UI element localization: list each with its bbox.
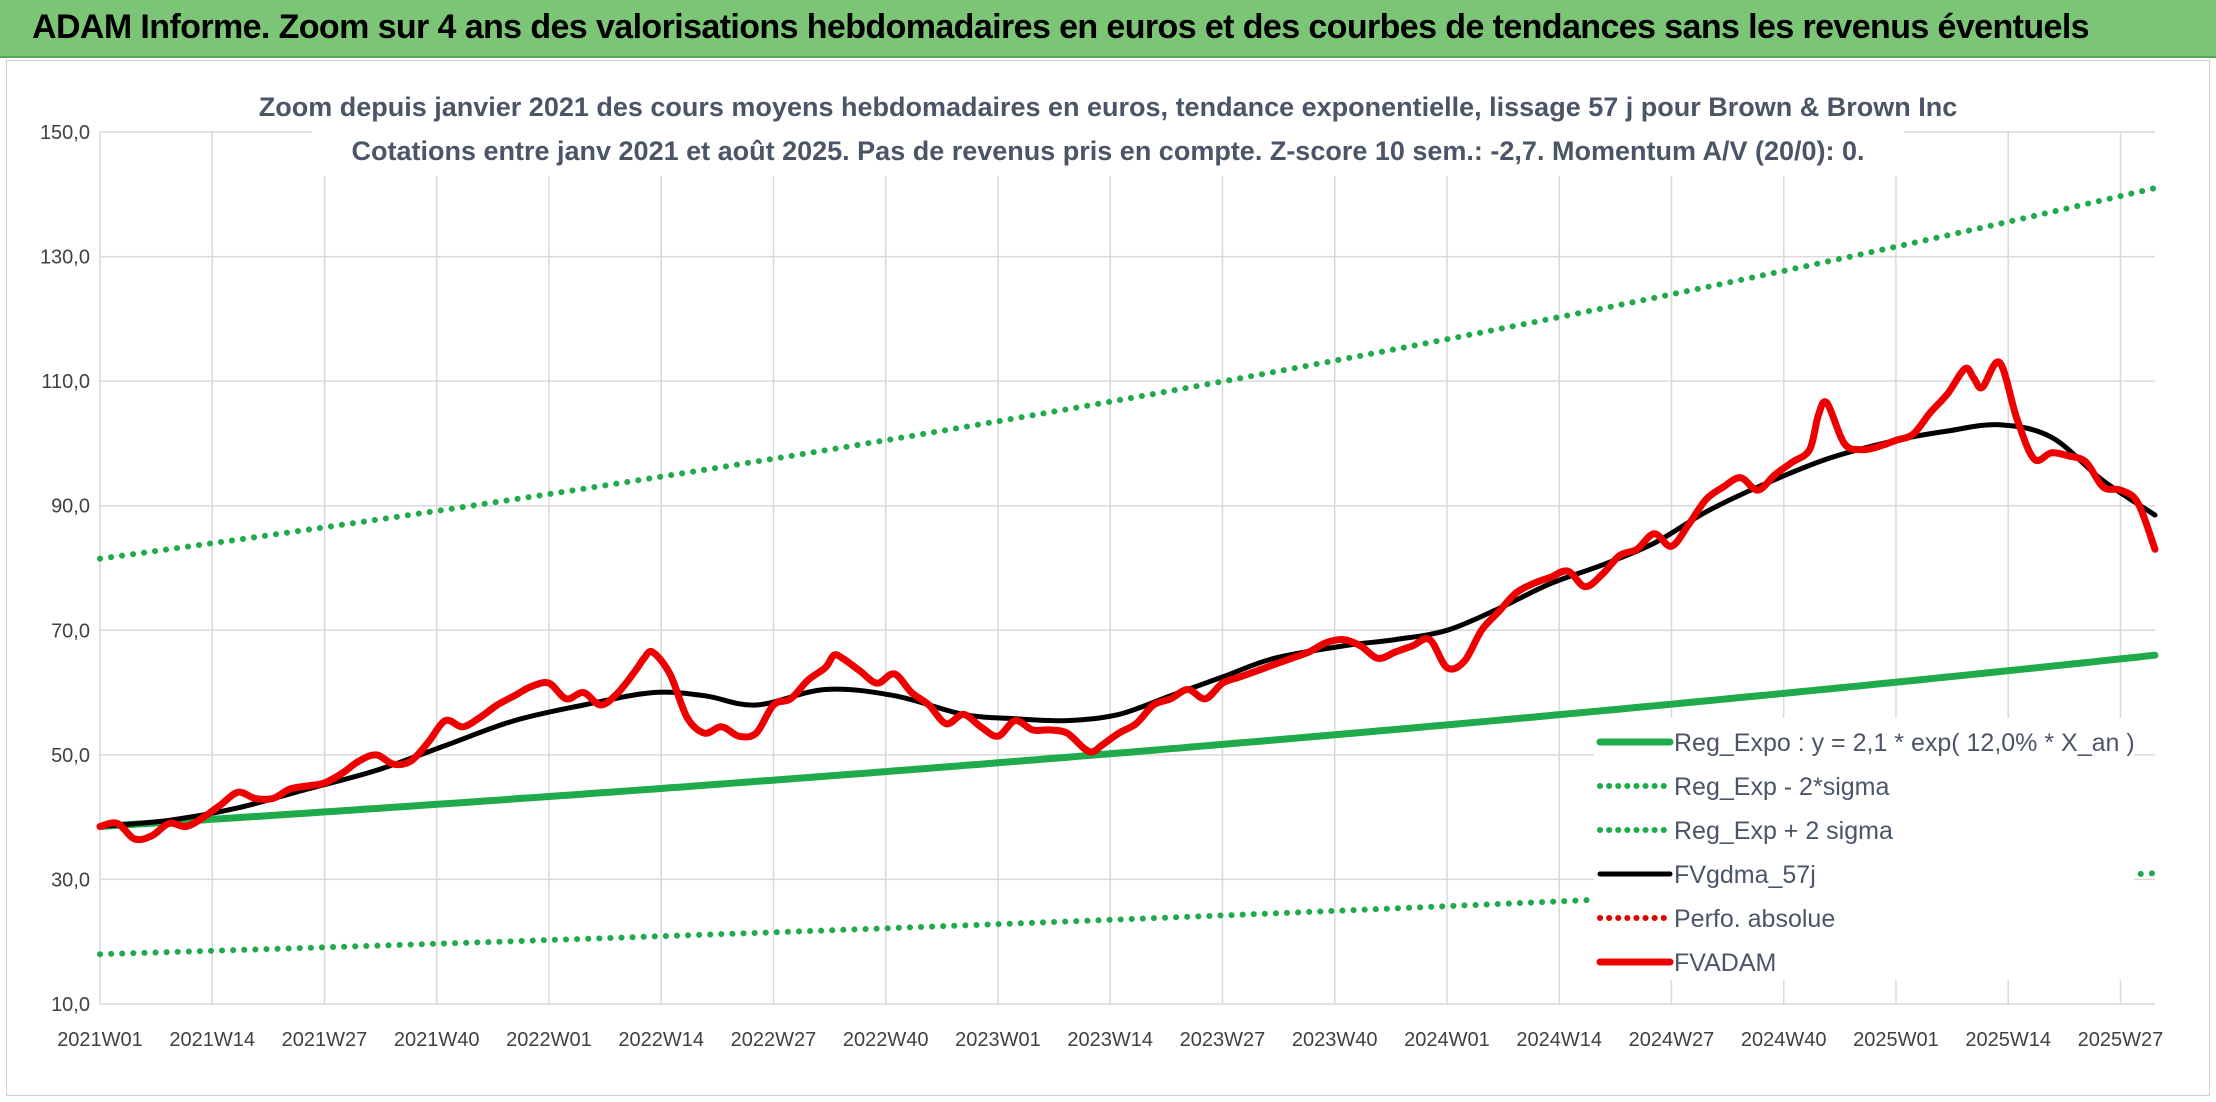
- legend-label: Reg_Exp + 2 sigma: [1674, 817, 1893, 845]
- x-tick-label: 2022W40: [843, 1029, 929, 1051]
- x-tick-label: 2025W01: [1853, 1029, 1939, 1051]
- y-tick-label: 90,0: [51, 496, 90, 518]
- x-tick-label: 2022W01: [506, 1029, 592, 1051]
- chart-title: Zoom depuis janvier 2021 des cours moyen…: [259, 82, 1957, 176]
- x-tick-label: 2023W01: [955, 1029, 1041, 1051]
- y-tick-label: 110,0: [41, 371, 90, 393]
- x-tick-label: 2025W27: [2078, 1029, 2164, 1051]
- y-axis-ticks: 150,0 130,0 110,0 90,0 70,0 50,0 30,0 10,0: [40, 122, 90, 1016]
- x-tick-label: 2023W27: [1180, 1029, 1266, 1051]
- y-tick-label: 70,0: [51, 620, 90, 642]
- y-tick-label: 130,0: [40, 247, 90, 269]
- y-tick-label: 30,0: [51, 869, 90, 891]
- legend-label: Perfo. absolue: [1674, 905, 1835, 933]
- legend-label: Reg_Exp - 2*sigma: [1674, 773, 1889, 801]
- x-tick-label: 2024W01: [1404, 1029, 1490, 1051]
- reg-expo-line: [96, 651, 2159, 830]
- x-tick-label: 2023W40: [1292, 1029, 1378, 1051]
- y-tick-label: 150,0: [40, 122, 90, 144]
- legend-label: FVgdma_57j: [1674, 861, 1816, 889]
- x-tick-label: 2021W14: [169, 1029, 255, 1051]
- y-tick-label: 50,0: [51, 745, 90, 767]
- legend: Reg_Expo : y = 2,1 * exp( 12,0% * X_an )…: [1594, 718, 2135, 980]
- x-tick-label: 2022W14: [618, 1029, 704, 1051]
- legend-label: FVADAM: [1674, 949, 1776, 977]
- x-tick-label: 2024W27: [1629, 1029, 1715, 1051]
- reg-exp-plus-2sigma-line: [97, 185, 2158, 562]
- title-background: [312, 82, 1904, 176]
- x-tick-label: 2024W14: [1516, 1029, 1602, 1051]
- chart-frame: [6, 60, 2210, 1096]
- legend-background: [1594, 718, 2134, 980]
- chart-title-line: Zoom depuis janvier 2021 des cours moyen…: [259, 92, 1957, 122]
- x-tick-label: 2025W14: [1965, 1029, 2051, 1051]
- x-tick-label: 2021W40: [394, 1029, 480, 1051]
- y-tick-label: 10,0: [51, 994, 90, 1016]
- fvadam-line: [96, 358, 2159, 844]
- legend-label: Reg_Expo : y = 2,1 * exp( 12,0% * X_an ): [1674, 729, 2135, 757]
- chart-title-line: Cotations entre janv 2021 et août 2025. …: [351, 136, 1864, 166]
- banner-title: ADAM Informe. Zoom sur 4 ans des valoris…: [32, 8, 2090, 46]
- x-tick-label: 2021W27: [282, 1029, 368, 1051]
- x-tick-label: 2023W14: [1067, 1029, 1153, 1051]
- x-tick-label: 2021W01: [57, 1029, 143, 1051]
- x-tick-label: 2024W40: [1741, 1029, 1827, 1051]
- title-banner: ADAM Informe. Zoom sur 4 ans des valoris…: [0, 0, 2216, 58]
- x-axis-ticks: 2021W01 2021W14 2021W27 2021W40 2022W01 2022W…: [57, 1029, 2163, 1051]
- x-tick-label: 2022W27: [731, 1029, 817, 1051]
